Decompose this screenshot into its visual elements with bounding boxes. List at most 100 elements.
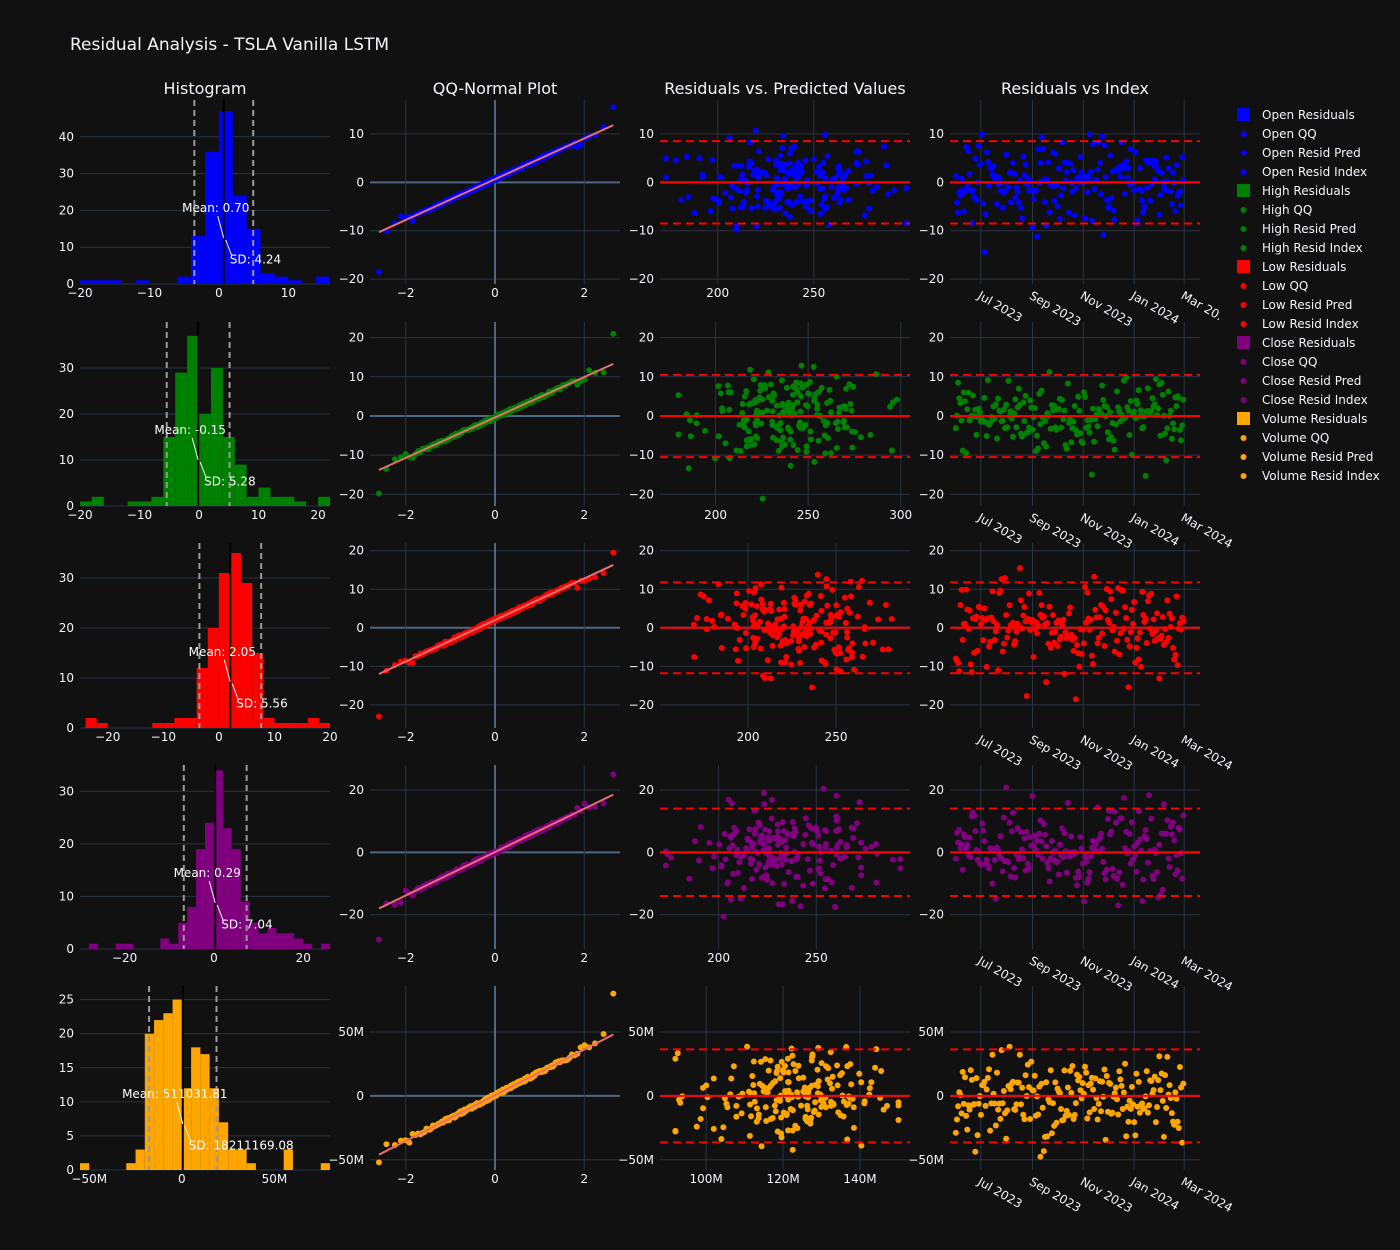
residual-point (1015, 199, 1022, 206)
residual-point (715, 383, 722, 390)
residual-point (827, 1049, 834, 1056)
legend-item[interactable]: High Residuals (1237, 184, 1350, 198)
residual-point (1111, 446, 1118, 453)
residual-point (676, 1096, 683, 1103)
residual-point (977, 861, 984, 868)
histogram-bar (124, 943, 134, 949)
residual-point (746, 587, 753, 594)
residual-point (1048, 838, 1055, 845)
residual-point (1047, 1067, 1054, 1074)
legend-item[interactable]: Low Resid Pred (1240, 298, 1353, 312)
residual-point (793, 855, 800, 862)
residual-point (967, 661, 974, 668)
residual-point (964, 841, 971, 848)
residual-point (731, 824, 738, 831)
residual-point (678, 196, 685, 203)
residual-point (1098, 830, 1105, 837)
y-tick-label: −10 (629, 224, 654, 238)
residual-point (1068, 1089, 1075, 1096)
residual-point (961, 1074, 968, 1081)
legend-item[interactable]: Low QQ (1240, 279, 1309, 293)
residual-point (798, 362, 805, 369)
legend-item[interactable]: Volume Resid Index (1240, 469, 1380, 483)
legend-item[interactable]: Open Resid Index (1240, 165, 1368, 179)
residual-point (832, 903, 839, 910)
residual-point (1139, 898, 1146, 905)
residual-point (833, 792, 840, 799)
residual-point (810, 1109, 817, 1116)
residual-point (1013, 1101, 1020, 1108)
residual-point (829, 1073, 836, 1080)
residual-point (767, 1082, 774, 1089)
residual-point (975, 1100, 982, 1107)
residual-point (774, 821, 781, 828)
residual-point (797, 659, 804, 666)
residual-point (1099, 845, 1106, 852)
legend-item[interactable]: Open QQ (1240, 127, 1317, 141)
residual-point (981, 838, 988, 845)
y-tick-label: 10 (349, 582, 364, 596)
residual-point (1050, 612, 1057, 619)
column-title-resid-index: Residuals vs Index (1001, 79, 1149, 98)
residual-point (1141, 203, 1148, 210)
residual-point (1063, 869, 1070, 876)
y-tick-label: 50M (338, 1025, 364, 1039)
legend-item[interactable]: High Resid Index (1240, 241, 1363, 255)
residual-point (796, 647, 803, 654)
qq-point (592, 574, 599, 581)
qq-point (581, 800, 588, 807)
legend-item[interactable]: Volume QQ (1240, 431, 1330, 445)
x-tick-label: −20 (67, 508, 92, 522)
residual-point (1039, 855, 1046, 862)
residual-point (734, 846, 741, 853)
residual-point (785, 869, 792, 876)
legend-item[interactable]: High QQ (1240, 203, 1313, 217)
legend-item[interactable]: Open Residuals (1237, 108, 1355, 122)
residual-point (1023, 692, 1030, 699)
residual-point (758, 1143, 765, 1150)
residual-point (777, 642, 784, 649)
histogram-bar (321, 943, 330, 949)
column-title-qq: QQ-Normal Plot (433, 79, 558, 98)
residual-point (835, 1109, 842, 1116)
residual-point (791, 384, 798, 391)
residual-point (883, 162, 890, 169)
histogram-bar (209, 1088, 219, 1170)
residual-point (1066, 209, 1073, 216)
x-tick-label: 100M (690, 1172, 723, 1186)
residual-point (1056, 1090, 1063, 1097)
legend[interactable]: Open Residuals Open QQ Open Resid Pred Open… (1237, 108, 1380, 483)
legend-item[interactable]: Close Residuals (1237, 336, 1355, 350)
residual-point (1170, 819, 1177, 826)
residual-point (1019, 846, 1026, 853)
residual-point (966, 1106, 973, 1113)
legend-item[interactable]: Close Resid Index (1240, 393, 1368, 407)
y-tick-label: 20 (59, 407, 74, 421)
residual-point (1165, 388, 1172, 395)
histogram-bar (210, 368, 223, 506)
legend-item[interactable]: High Resid Pred (1240, 222, 1357, 236)
residual-point (772, 197, 779, 204)
residual-point (863, 158, 870, 165)
residual-point (758, 420, 765, 427)
histogram-bar (282, 496, 295, 506)
residual-point (802, 815, 809, 822)
legend-item[interactable]: Close Resid Pred (1240, 374, 1362, 388)
legend-item[interactable]: Volume Resid Pred (1240, 450, 1374, 464)
residual-point (1021, 604, 1028, 611)
qq-point (610, 771, 617, 778)
legend-item[interactable]: Low Resid Index (1240, 317, 1359, 331)
legend-item[interactable]: Close QQ (1240, 355, 1318, 369)
legend-item[interactable]: Volume Residuals (1237, 412, 1367, 426)
legend-item[interactable]: Open Resid Pred (1240, 146, 1361, 160)
y-tick-label: 0 (936, 175, 944, 189)
residual-point (781, 613, 788, 620)
residual-point (1012, 396, 1019, 403)
legend-item[interactable]: Low Residuals (1237, 260, 1346, 274)
residual-point (760, 790, 767, 797)
residual-point (1102, 174, 1109, 181)
